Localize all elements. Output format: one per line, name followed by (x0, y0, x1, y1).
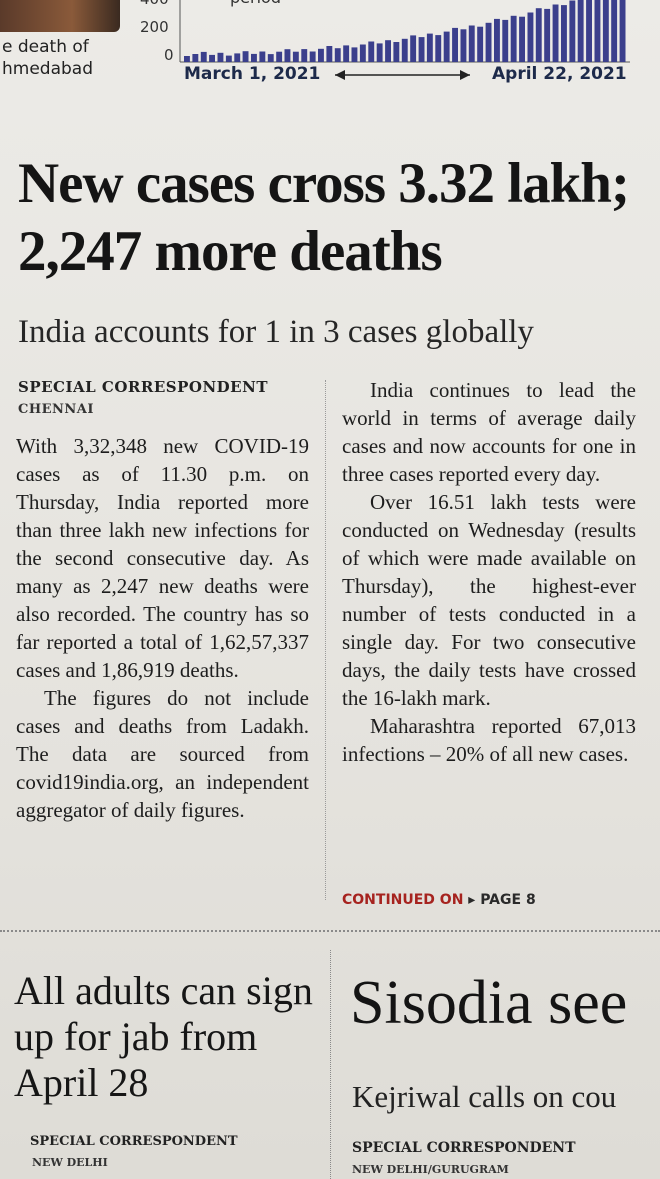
chart-ytick-0: 0 (164, 46, 174, 64)
chart-bar (217, 52, 224, 62)
chart-bar (376, 43, 383, 62)
col2-paragraph-1: India continues to lead the world in ter… (342, 378, 636, 486)
chart-bar (561, 5, 567, 63)
chart-bar (292, 51, 299, 62)
continued-on-link[interactable]: CONTINUED ON ▸ PAGE 8 (342, 892, 536, 908)
chart-bar (577, 0, 584, 62)
continued-page: PAGE 8 (480, 892, 536, 908)
chart-bar (468, 25, 475, 62)
chevron-right-icon: ▸ (468, 892, 476, 908)
chart-bar (485, 22, 492, 62)
chart-bar (309, 51, 316, 62)
chart-bar (259, 51, 266, 62)
photo-fragment (0, 0, 120, 32)
chart-bar (343, 45, 350, 62)
chart-bar (460, 29, 467, 62)
chart-bar (334, 48, 341, 62)
chart-bar (452, 27, 458, 62)
story2-byline: SPECIAL CORRESPONDENT (30, 1134, 238, 1149)
chart-bar (477, 26, 484, 62)
chart-bar (544, 8, 551, 62)
chart-bar (284, 49, 291, 62)
chart-bar (242, 51, 249, 62)
chart-bar (326, 46, 333, 62)
chart-ytick-400: 400 (140, 0, 169, 8)
chart-bar (552, 4, 559, 62)
chart-date-arrow-right (460, 70, 470, 80)
chart-bar (301, 49, 308, 62)
section-rule (0, 930, 660, 932)
col2-paragraph-3: Maharashtra reported 67,013 infections –… (342, 714, 636, 766)
chart-bar (494, 18, 500, 62)
main-byline: SPECIAL CORRESPONDENT (18, 378, 268, 396)
chart-bar (251, 53, 257, 62)
chart-bar (619, 0, 626, 62)
chart-bar (527, 12, 534, 62)
chart-bar (418, 37, 425, 62)
chart-bar (200, 51, 207, 62)
story2-headline: All adults can sign up for jab from Apri… (14, 968, 313, 1105)
story3-byline: SPECIAL CORRESPONDENT (352, 1140, 576, 1156)
chart-bar (410, 35, 417, 62)
chart-bar (276, 51, 283, 62)
chart-top-word: period (230, 0, 281, 7)
chart-bar (351, 47, 358, 62)
photo-caption: e death of hmedabad (2, 37, 94, 79)
chart-bar (435, 35, 442, 62)
story-divider (330, 950, 331, 1179)
chart-bar (267, 54, 274, 62)
chart-bar (602, 0, 609, 62)
chart-bar (225, 55, 232, 62)
chart-bar (611, 0, 618, 62)
chart-bar (184, 56, 190, 62)
chart-bar (502, 19, 509, 62)
chart-bar (586, 0, 592, 62)
continued-label: CONTINUED ON (342, 892, 464, 908)
chart-bar (234, 53, 241, 62)
story3-dateline: NEW DELHI/GURUGRAM (352, 1163, 509, 1176)
chart-bar (192, 54, 199, 62)
col1-paragraph-1: With 3,32,348 new COVID-19 cases as of 1… (16, 434, 309, 682)
chart-bar (359, 44, 366, 62)
chart-date-arrow-left (335, 70, 345, 80)
chart-start-date: March 1, 2021 (184, 64, 321, 84)
chart-bar (393, 42, 400, 62)
article-column-2: India continues to lead the world in ter… (342, 376, 636, 768)
main-subhead: India accounts for 1 in 3 cases globally (18, 314, 534, 350)
col2-paragraph-2: Over 16.51 lakh tests were conducted on … (342, 490, 636, 710)
article-column-1: With 3,32,348 new COVID-19 cases as of 1… (16, 432, 309, 824)
column-divider (325, 380, 326, 900)
chart-bar (401, 38, 408, 62)
chart-bar (368, 41, 375, 62)
chart-bar (535, 8, 542, 62)
chart-bar (594, 0, 601, 63)
chart-bar (385, 40, 391, 62)
chart-bar (443, 31, 450, 62)
chart-bar (318, 48, 324, 62)
chart-bar (519, 16, 525, 62)
col1-paragraph-2: The figures do not include cases and dea… (16, 686, 309, 822)
chart-ytick-200: 200 (140, 18, 169, 36)
chart-bars (179, 0, 630, 80)
chart-bar (510, 15, 517, 63)
story2-dateline: NEW DELHI (32, 1156, 108, 1169)
chart-end-date: April 22, 2021 (492, 64, 627, 84)
mini-bar-chart: period 400 200 0 March 1, 2021 April 22,… (140, 0, 640, 95)
chart-bar (426, 33, 433, 62)
story3-headline: Sisodia see (350, 969, 628, 1037)
main-dateline: CHENNAI (18, 402, 94, 417)
main-headline: New cases cross 3.32 lakh; 2,247 more de… (18, 152, 630, 283)
story3-subhead: Kejriwal calls on cou (352, 1079, 617, 1114)
chart-bar (209, 54, 215, 62)
chart-bar (569, 0, 576, 62)
top-strip: e death of hmedabad period 400 200 0 Mar… (0, 0, 660, 95)
